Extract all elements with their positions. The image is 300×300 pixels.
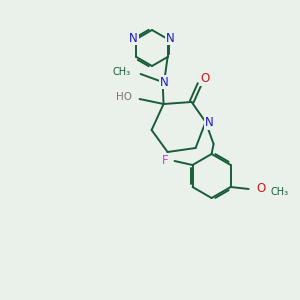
Text: N: N	[129, 32, 138, 44]
Text: O: O	[256, 182, 266, 196]
Text: CH₃: CH₃	[112, 67, 130, 77]
Text: F: F	[162, 154, 169, 166]
Text: N: N	[160, 76, 169, 88]
Text: O: O	[200, 73, 209, 85]
Text: CH₃: CH₃	[271, 187, 289, 197]
Text: HO: HO	[116, 92, 132, 102]
Text: N: N	[166, 32, 175, 44]
Text: N: N	[205, 116, 214, 130]
